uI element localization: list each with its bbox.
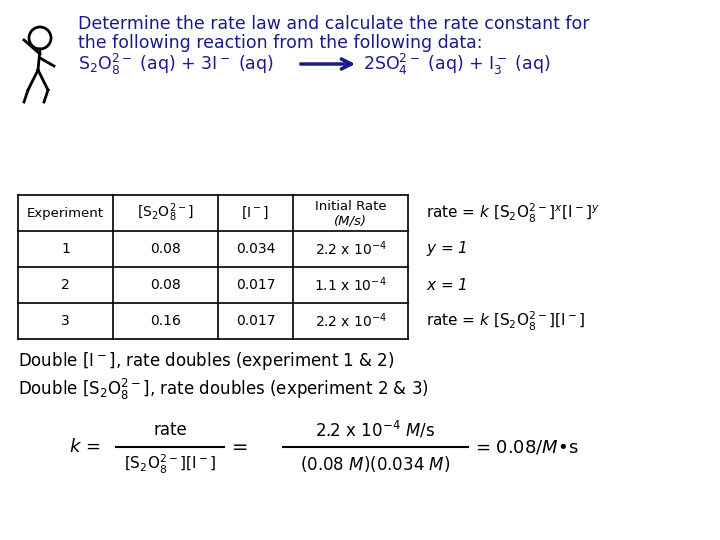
Text: (M/s): (M/s) [334,214,367,227]
Text: Initial Rate: Initial Rate [315,199,387,213]
Text: 2.2 x 10$^{-4}$: 2.2 x 10$^{-4}$ [315,312,387,330]
Text: $k$ =: $k$ = [68,438,100,456]
Text: 2SO$_4^{2-}$ (aq) + I$_3^-$ (aq): 2SO$_4^{2-}$ (aq) + I$_3^-$ (aq) [363,51,550,77]
Text: [S$_2$O$_8^{2-}$]: [S$_2$O$_8^{2-}$] [137,202,194,224]
Text: = 0.08/$M$•s: = 0.08/$M$•s [475,438,579,456]
Text: rate: rate [153,421,187,439]
Text: [I$^-$]: [I$^-$] [241,205,270,221]
Text: $y$ = 1: $y$ = 1 [426,240,467,259]
Text: =: = [232,437,248,456]
Text: rate = $k$ [S$_2$O$_8^{2-}$]$^x$[I$^-$]$^y$: rate = $k$ [S$_2$O$_8^{2-}$]$^x$[I$^-$]$… [426,201,600,225]
Text: [S$_2$O$_8^{2-}$][I$^-$]: [S$_2$O$_8^{2-}$][I$^-$] [124,453,216,476]
Text: (0.08 $M$)(0.034 $M$): (0.08 $M$)(0.034 $M$) [300,454,450,474]
Text: the following reaction from the following data:: the following reaction from the followin… [78,34,482,52]
Text: Double [I$^-$], rate doubles (experiment 1 & 2): Double [I$^-$], rate doubles (experiment… [18,350,395,372]
Text: 2.2 x 10$^{-4}$ $M$/s: 2.2 x 10$^{-4}$ $M$/s [315,420,435,441]
Text: 0.017: 0.017 [235,278,275,292]
Text: Double [S$_2$O$_8^{2-}$], rate doubles (experiment 2 & 3): Double [S$_2$O$_8^{2-}$], rate doubles (… [18,376,429,402]
Text: Determine the rate law and calculate the rate constant for: Determine the rate law and calculate the… [78,15,590,33]
Text: 2: 2 [61,278,70,292]
Text: 2.2 x 10$^{-4}$: 2.2 x 10$^{-4}$ [315,240,387,258]
Text: S$_2$O$_8^{2-}$ (aq) + 3I$^-$ (aq): S$_2$O$_8^{2-}$ (aq) + 3I$^-$ (aq) [78,51,274,77]
Text: $x$ = 1: $x$ = 1 [426,277,467,293]
Text: Experiment: Experiment [27,206,104,219]
Text: 0.08: 0.08 [150,242,181,256]
Text: 0.08: 0.08 [150,278,181,292]
Text: 0.16: 0.16 [150,314,181,328]
Text: 0.017: 0.017 [235,314,275,328]
Text: 1.1 x 10$^{-4}$: 1.1 x 10$^{-4}$ [314,276,387,294]
Text: 1: 1 [61,242,70,256]
Text: rate = $k$ [S$_2$O$_8^{2-}$][I$^-$]: rate = $k$ [S$_2$O$_8^{2-}$][I$^-$] [426,309,585,333]
Text: 3: 3 [61,314,70,328]
Text: 0.034: 0.034 [236,242,275,256]
